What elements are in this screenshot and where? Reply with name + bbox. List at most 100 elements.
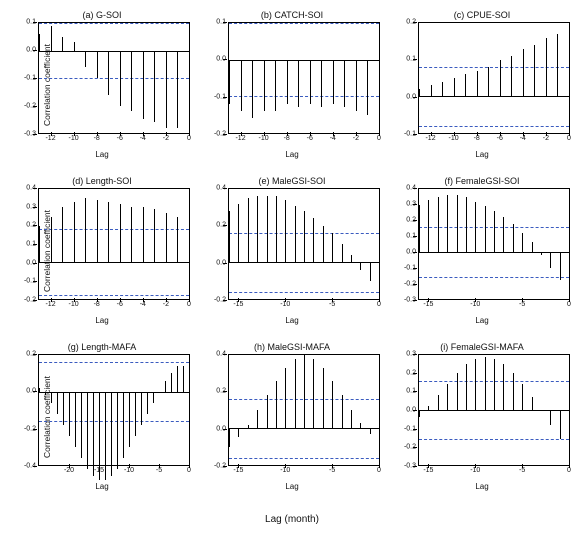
ccf-bar — [287, 60, 288, 104]
ccf-bar — [39, 34, 40, 51]
ccf-bar — [295, 359, 296, 429]
ccf-bar — [356, 60, 357, 111]
ccf-bar — [143, 51, 144, 120]
xtick-label: -5 — [519, 467, 525, 474]
xtick-label: 0 — [377, 467, 381, 474]
ccf-bar — [342, 395, 343, 428]
x-axis-label: Lag — [390, 482, 574, 491]
xtick-label: -15 — [233, 467, 243, 474]
ccf-bar — [74, 202, 75, 263]
panel-title: (b) CATCH-SOI — [200, 10, 384, 20]
ccf-bar — [465, 74, 466, 96]
ccf-bar — [569, 252, 570, 291]
ccf-bar — [165, 381, 166, 392]
ccf-bar — [166, 213, 167, 263]
ccf-bar — [379, 60, 380, 111]
xtick-label: -8 — [474, 135, 480, 142]
ccf-bar — [513, 224, 514, 252]
ccf-bar — [454, 78, 455, 96]
ccf-bar — [177, 366, 178, 392]
xtick-label: -12 — [45, 135, 55, 142]
ccf-bar — [313, 359, 314, 429]
panel-title: (f) FemaleGSI-SOI — [390, 176, 574, 186]
ccf-bar — [276, 381, 277, 429]
ccf-bar — [370, 262, 371, 280]
ccf-bar — [557, 34, 558, 96]
xtick-label: -6 — [117, 301, 123, 308]
ccf-bar — [419, 205, 420, 252]
ccf-bar — [321, 60, 322, 108]
ccf-bar — [466, 364, 467, 410]
xtick-label: -15 — [94, 467, 104, 474]
ccf-bar — [238, 204, 239, 263]
ccf-bar — [428, 200, 429, 252]
xtick-label: -2 — [543, 135, 549, 142]
ccf-bar — [477, 71, 478, 97]
ccf-bar — [97, 200, 98, 262]
xtick-label: -6 — [497, 135, 503, 142]
ccf-bar — [500, 60, 501, 97]
ccf-bar — [379, 428, 380, 439]
ccf-bar — [189, 51, 190, 131]
ccf-bar — [431, 85, 432, 96]
ccf-bar — [560, 410, 561, 439]
xtick-label: -4 — [520, 135, 526, 142]
ccf-bar — [117, 392, 118, 469]
ccf-bar — [141, 392, 142, 425]
ccf-bar — [51, 26, 52, 51]
ccf-bar — [370, 428, 371, 434]
ccf-bar — [257, 196, 258, 262]
ccf-bar — [532, 397, 533, 410]
ccf-bar — [264, 60, 265, 111]
ccf-bar — [419, 410, 420, 417]
ccf-bar — [442, 82, 443, 97]
ccf-bar — [267, 196, 268, 262]
xtick-label: -10 — [470, 301, 480, 308]
ccf-bar — [81, 392, 82, 458]
ccf-bar — [488, 67, 489, 96]
xtick-label: -12 — [45, 301, 55, 308]
ccf-bar — [147, 392, 148, 414]
ccf-bar — [360, 423, 361, 429]
ccf-bar — [143, 207, 144, 262]
ccf-bar — [475, 359, 476, 410]
ccf-bar — [285, 200, 286, 262]
ccf-bar — [438, 197, 439, 252]
plot-area: -15-10-50 — [228, 354, 380, 466]
xtick-label: -15 — [233, 301, 243, 308]
xtick-label: -20 — [64, 467, 74, 474]
ccf-bar — [85, 51, 86, 68]
ccf-bar — [323, 226, 324, 263]
xtick-label: -4 — [140, 301, 146, 308]
panel-h: (h) MaleGSI-MAFA-0.20.00.20.4-15-10-50La… — [200, 342, 384, 492]
ccf-bar — [550, 410, 551, 425]
xtick-label: -2 — [353, 135, 359, 142]
xtick-label: -5 — [329, 301, 335, 308]
x-axis-label: Lag — [390, 316, 574, 325]
ccf-bar — [177, 217, 178, 263]
ccf-bar — [257, 410, 258, 428]
ccf-bar — [466, 197, 467, 252]
ccf-bar — [485, 357, 486, 410]
xtick-label: 0 — [567, 467, 571, 474]
ccf-bar — [87, 392, 88, 469]
ccf-bar — [550, 252, 551, 268]
ccf-bar — [51, 392, 52, 403]
panel-title: (i) FemaleGSI-MAFA — [390, 342, 574, 352]
x-axis-label: Lag — [10, 150, 194, 159]
ccf-bar — [457, 373, 458, 410]
ccf-bar — [57, 392, 58, 414]
ccf-bar — [342, 244, 343, 262]
ccf-bar — [323, 368, 324, 429]
ccf-bar — [534, 45, 535, 96]
ccf-bar — [503, 217, 504, 252]
ccf-bar — [475, 202, 476, 252]
x-axis-label: Lag — [200, 150, 384, 159]
ccf-bar — [229, 211, 230, 262]
plot-area: -12-10-8-6-4-20 — [38, 22, 190, 134]
ccf-bar — [189, 222, 190, 262]
xtick-label: 0 — [187, 135, 191, 142]
panel-title: (a) G-SOI — [10, 10, 194, 20]
ccf-bar — [438, 395, 439, 410]
panel-f: (f) FemaleGSI-SOI-0.3-0.2-0.10.00.10.20.… — [390, 176, 574, 326]
